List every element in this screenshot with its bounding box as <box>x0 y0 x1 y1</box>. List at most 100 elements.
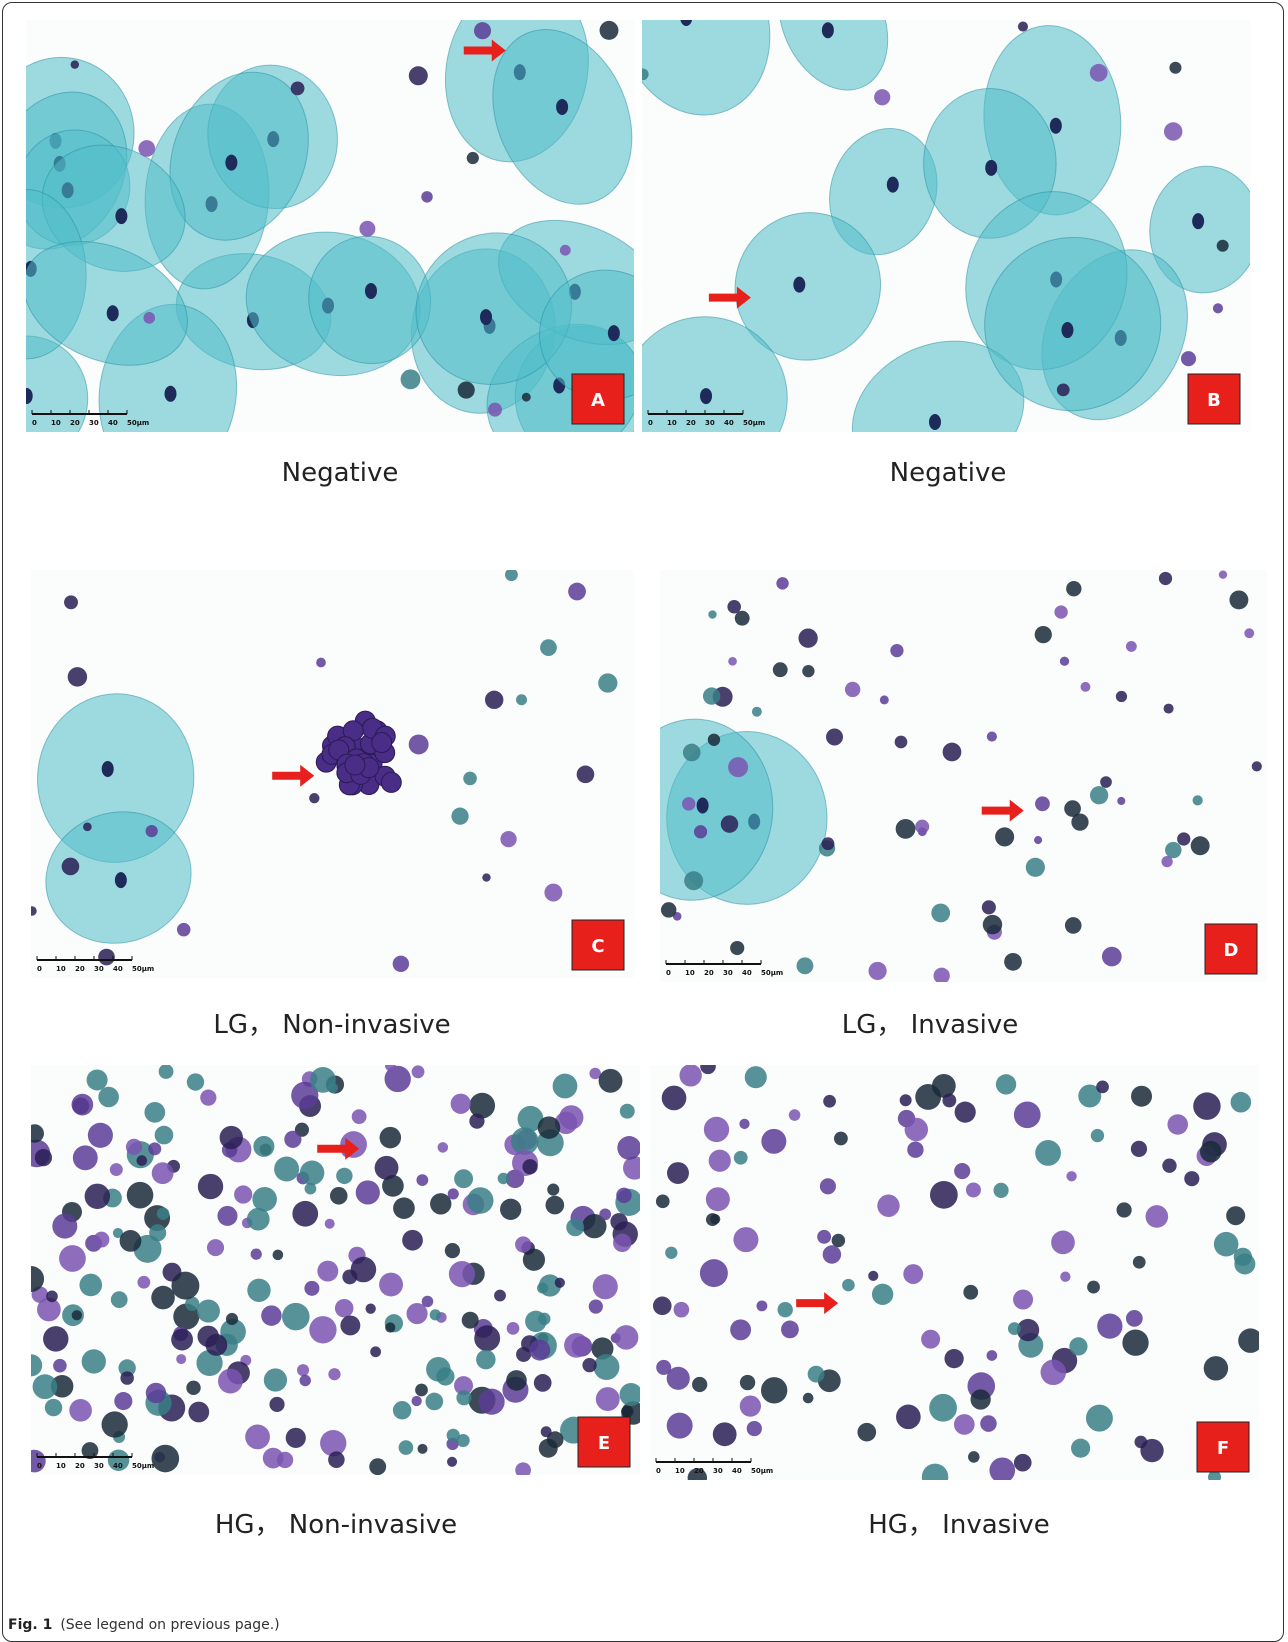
panel-caption: Negative <box>282 458 399 488</box>
small-cell <box>218 1369 243 1394</box>
small-cell <box>1035 626 1052 643</box>
small-cell <box>467 152 479 164</box>
small-cell <box>1181 351 1196 366</box>
small-cell <box>43 1326 68 1351</box>
small-cell <box>700 1065 716 1074</box>
small-cell <box>269 1397 284 1412</box>
small-cell <box>144 1102 165 1123</box>
small-cell <box>336 1168 352 1184</box>
small-cell <box>247 1279 270 1302</box>
small-cell <box>482 873 490 881</box>
small-cell <box>596 1387 620 1411</box>
small-cell <box>148 1142 161 1155</box>
small-cell <box>872 1284 893 1305</box>
small-cell <box>186 1381 200 1395</box>
small-cell <box>430 1309 441 1320</box>
small-cell <box>498 1173 509 1184</box>
small-cell <box>149 1224 166 1241</box>
small-cell <box>1004 953 1022 971</box>
panel-caption: Negative <box>890 458 1007 488</box>
small-cell <box>385 1322 395 1332</box>
small-cell <box>757 1300 768 1311</box>
small-cell <box>989 1457 1015 1480</box>
small-cell <box>176 1354 186 1364</box>
small-cell <box>1087 1281 1100 1294</box>
small-cell <box>317 1261 338 1282</box>
small-cell <box>352 1109 367 1124</box>
small-cell <box>1126 1310 1143 1327</box>
small-cell <box>931 904 950 923</box>
small-cell <box>529 1340 550 1361</box>
small-cell <box>661 902 676 917</box>
small-cell <box>263 1448 284 1469</box>
small-cell <box>703 687 720 704</box>
small-cell <box>674 1302 690 1318</box>
small-cell <box>485 691 503 709</box>
small-cell <box>217 1206 237 1226</box>
small-cell <box>1091 1129 1104 1142</box>
small-cell <box>1146 1205 1169 1228</box>
scale-label: 50μm <box>127 419 149 427</box>
small-cell <box>708 734 720 746</box>
small-cell <box>733 1227 758 1252</box>
small-cell <box>416 1174 428 1186</box>
small-cell <box>146 825 158 837</box>
small-cell <box>445 1243 460 1258</box>
small-cell <box>393 1197 415 1219</box>
small-cell <box>713 1422 737 1446</box>
small-cell <box>1097 1313 1122 1338</box>
small-cell <box>656 1194 670 1208</box>
small-cell <box>727 600 741 614</box>
scale-label: 50μm <box>132 1462 154 1470</box>
small-cell <box>415 1384 428 1397</box>
scale-label: 0 <box>37 1462 42 1470</box>
micrograph: 01020304050μmB <box>642 20 1250 432</box>
small-cell <box>1177 832 1190 845</box>
scale-label: 20 <box>70 419 80 427</box>
small-cell <box>1066 581 1081 596</box>
small-cell <box>599 1069 623 1093</box>
panel-caption: LG， Invasive <box>842 1004 1019 1041</box>
small-cell <box>1014 1454 1032 1472</box>
scale-label: 40 <box>732 1467 742 1475</box>
small-cell <box>366 1304 376 1314</box>
small-cell <box>1014 1101 1041 1128</box>
small-cell <box>325 1219 335 1229</box>
small-cell <box>1217 240 1229 252</box>
small-cell <box>1071 1439 1090 1458</box>
small-cell <box>451 808 468 825</box>
nucleus <box>887 177 899 193</box>
small-cell <box>1117 797 1125 805</box>
page: 01020304050μmANegative01020304050μmBNega… <box>0 0 1288 1638</box>
nucleus <box>608 325 620 341</box>
small-cell <box>555 1278 565 1288</box>
small-cell <box>761 1129 786 1154</box>
small-cell <box>943 743 962 762</box>
small-cell <box>79 1274 102 1297</box>
small-cell <box>954 1414 975 1435</box>
scale-label: 20 <box>686 419 696 427</box>
panel-letter: C <box>591 936 604 957</box>
small-cell <box>930 1181 958 1209</box>
scale-label: 50μm <box>751 1467 773 1475</box>
small-cell <box>401 369 421 389</box>
small-cell <box>351 1257 377 1283</box>
small-cell <box>1065 917 1082 934</box>
small-cell <box>45 1399 62 1416</box>
scale-label: 0 <box>666 969 671 977</box>
small-cell <box>515 1236 531 1252</box>
cluster-cell <box>381 772 401 792</box>
small-cell <box>566 1218 584 1236</box>
small-cell <box>796 957 813 974</box>
small-cell <box>171 1329 193 1351</box>
small-cell <box>71 60 79 68</box>
small-cell <box>68 667 87 686</box>
small-cell <box>516 694 527 705</box>
arrow <box>982 800 1024 822</box>
small-cell <box>1238 1328 1259 1352</box>
scale-label: 50μm <box>761 969 783 977</box>
small-cell <box>1035 796 1050 811</box>
small-cell <box>541 1426 552 1437</box>
small-cell <box>798 629 817 648</box>
small-cell <box>31 1124 44 1142</box>
